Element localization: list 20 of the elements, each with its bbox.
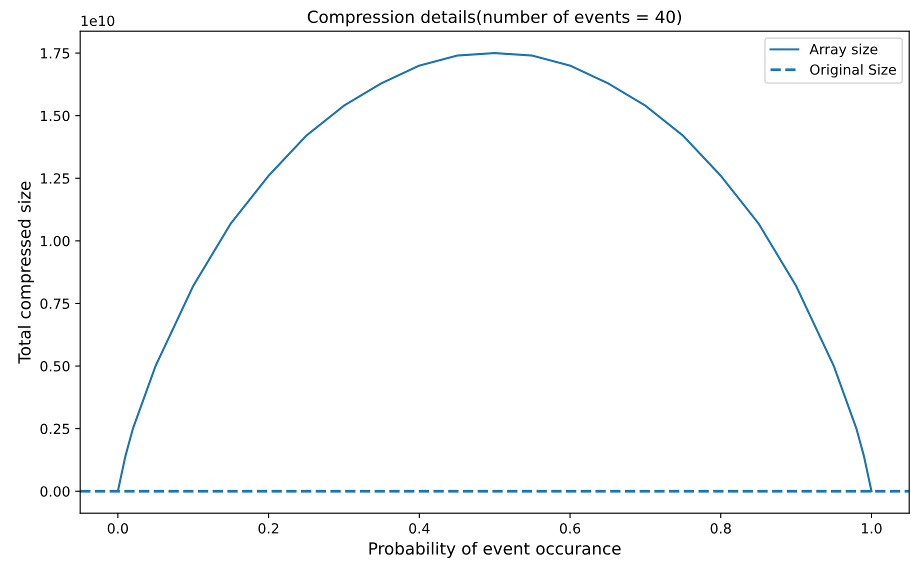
y-tick-label: 1.50: [41, 110, 70, 122]
chart-title: Compression details(number of events = 40): [308, 10, 682, 26]
x-tick-label: 0.4: [409, 523, 430, 534]
x-tick-label: 1.0: [862, 523, 882, 534]
y-tick-label: 1.25: [41, 173, 70, 184]
legend-label: Original Size: [810, 64, 896, 78]
legend-label: Array size: [810, 44, 878, 58]
x-axis-title: Probability of event occurance: [369, 542, 621, 558]
y-tick-label: 1.00: [41, 236, 70, 246]
y-tick-label: 0.50: [40, 361, 70, 372]
y-tick-label: 1.75: [41, 48, 70, 59]
y-axis-title: Total compressed size: [18, 182, 34, 364]
x-tick-label: 0.8: [710, 523, 731, 534]
y-tick-label: 0.25: [40, 424, 70, 434]
y-tick-label: 0.00: [40, 486, 70, 497]
x-tick-label: 0.6: [560, 523, 580, 534]
x-tick-label: 0.0: [108, 523, 128, 534]
x-tick-label: 0.2: [258, 523, 278, 534]
y-tick-label: 0.75: [40, 298, 70, 309]
text: 1e10: [82, 16, 114, 26]
